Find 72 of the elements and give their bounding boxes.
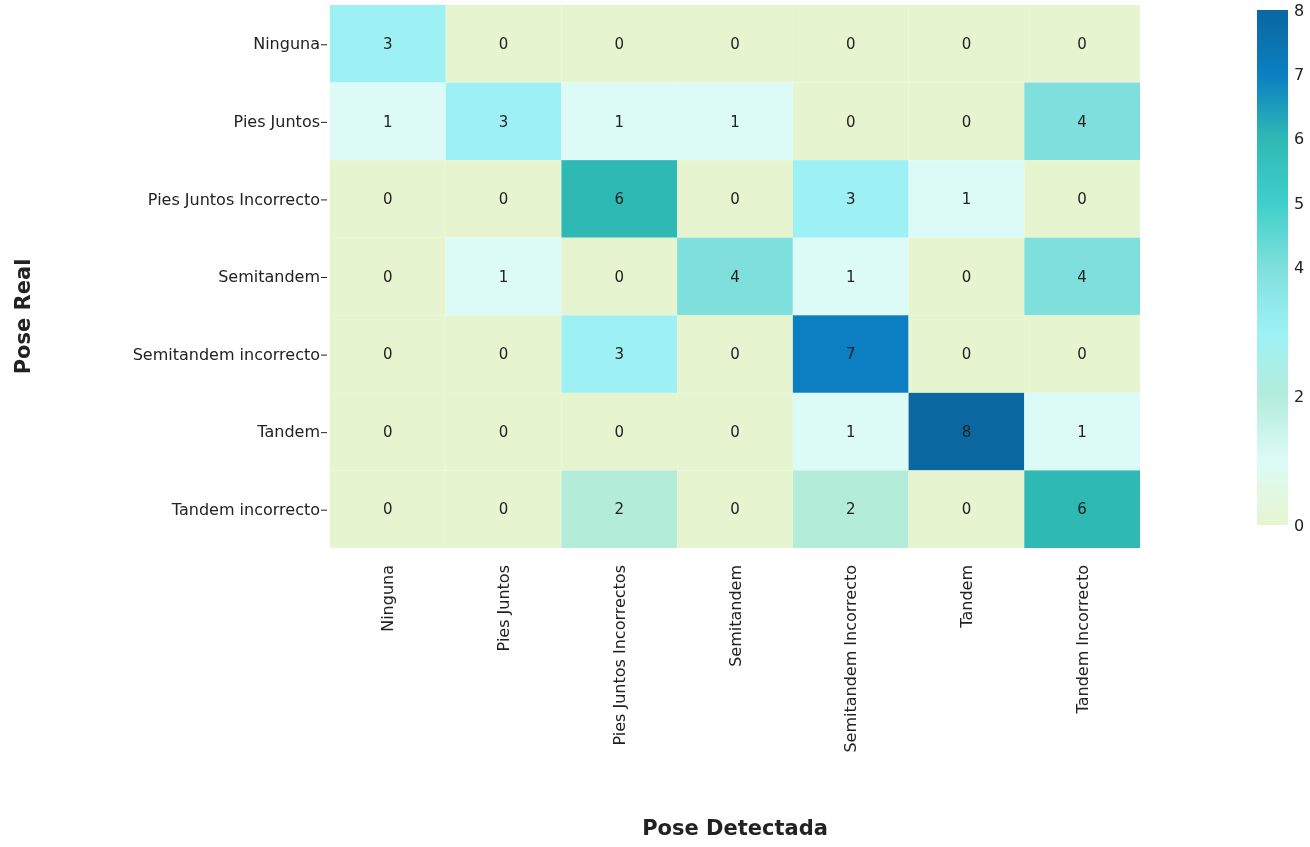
data-label: 0 [961,500,972,519]
y-tick-label: Pies Juntos [233,111,320,131]
data-label: 2 [845,500,856,519]
y-tick-label: Pies Juntos Incorrecto [147,189,320,209]
color-bar-label: 5 [1294,193,1305,213]
data-label: 0 [383,345,393,364]
data-label: 1 [730,112,740,131]
x-tick-label: Semitandem Incorrecto [841,565,861,753]
data-label: 0 [730,345,740,364]
y-tick-label: Tandem [256,422,320,442]
data-label: 1 [1077,422,1087,441]
y-tick-label: Tandem incorrecto [170,499,320,519]
data-label: 0 [845,35,856,54]
data-label: 1 [383,112,393,131]
data-label: 0 [498,345,509,364]
color-bar-label: 8 [1294,0,1305,20]
data-label: 1 [498,267,509,286]
x-axis-title: Pose Detectada [642,816,828,840]
data-label: 4 [1077,112,1087,131]
data-label: 1 [845,422,856,441]
data-label: 1 [961,190,972,209]
data-label: 2 [614,500,625,519]
x-tick-label: Pies Juntos [494,565,514,652]
x-tick-label: Ninguna [378,565,398,632]
data-label: 0 [498,422,509,441]
data-label: 0 [730,422,740,441]
x-tick-label: Pies Juntos Incorrectos [609,565,629,746]
x-tick-label: Tandem Incorrecto [1072,565,1092,715]
data-label: 3 [498,112,509,131]
data-label: 0 [383,422,393,441]
color-bar-label: 4 [1294,258,1305,278]
x-tick-label: Tandem [957,565,977,629]
data-label: 3 [614,345,625,364]
data-label: 3 [383,35,393,54]
y-axis-title: Pose Real [11,258,35,375]
data-label: 0 [614,35,625,54]
y-tick-label: Ninguna [253,34,320,54]
color-bar-label: 2 [1294,386,1305,406]
data-label: 1 [614,112,625,131]
data-label: 0 [383,190,393,209]
data-label: 0 [1077,345,1087,364]
data-label: 0 [730,35,740,54]
data-label: 0 [730,500,740,519]
y-tick-label: Semitandem [218,267,320,287]
y-tick-label: Semitandem incorrecto [132,344,320,364]
data-label: 0 [1077,35,1087,54]
data-label: 3 [845,190,856,209]
data-label: 1 [845,267,856,286]
data-label: 7 [845,345,856,364]
data-label: 0 [614,267,625,286]
data-label: 8 [961,422,972,441]
data-label: 0 [961,112,972,131]
data-label: 0 [498,35,509,54]
color-bar-label: 7 [1294,64,1305,84]
data-label: 0 [614,422,625,441]
data-label: 0 [730,190,740,209]
x-tick-label: Semitandem [725,565,745,667]
data-label: 0 [845,112,856,131]
data-label: 0 [961,35,972,54]
data-label: 4 [730,267,740,286]
data-label: 0 [498,190,509,209]
color-bar-label: 0 [1294,515,1305,535]
data-label: 6 [614,190,625,209]
data-label: 0 [383,500,393,519]
data-label: 6 [1077,500,1087,519]
data-label: 0 [498,500,509,519]
data-label: 4 [1077,267,1087,286]
data-label: 0 [961,267,972,286]
data-label: 0 [383,267,393,286]
data-label: 0 [1077,190,1087,209]
color-bar-label: 6 [1294,129,1305,149]
data-label: 0 [961,345,972,364]
